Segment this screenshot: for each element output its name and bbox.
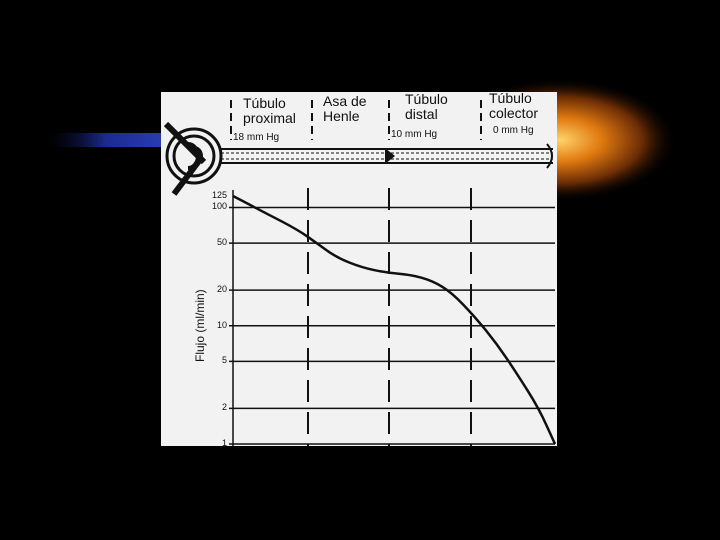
segment-label-line: distal xyxy=(405,106,438,122)
figure-graphics xyxy=(163,100,557,446)
chart-gridlines xyxy=(229,206,555,445)
segment-label-line: Túbulo xyxy=(405,91,448,107)
y-tick-label: 2 xyxy=(221,402,227,413)
y-tick-label: 5 xyxy=(221,355,227,366)
y-tick-label: 100 xyxy=(211,201,227,212)
pressure-label-distal: 10 mm Hg xyxy=(391,129,438,140)
segment-label-line: proximal xyxy=(243,110,296,126)
y-tick-label: 10 xyxy=(216,319,227,330)
segment-label-line: Túbulo xyxy=(489,90,532,106)
segment-dividers-top xyxy=(230,100,482,140)
segment-label-line: Asa de xyxy=(323,93,367,109)
flow-chart xyxy=(229,188,557,446)
segment-label-proximal: Túbulo proximal xyxy=(243,96,296,126)
segment-label-henle: Asa de Henle xyxy=(323,94,367,124)
pressure-label-proximal: 18 mm Hg xyxy=(233,132,280,143)
glomerulus-icon xyxy=(163,121,223,196)
segment-label-line: colector xyxy=(489,105,539,121)
segment-label-line: Henle xyxy=(323,108,360,124)
tubule-diagram xyxy=(221,143,553,169)
segment-label-line: Túbulo xyxy=(243,95,286,111)
segment-label-distal: Túbulo distal xyxy=(405,92,448,122)
blue-beam xyxy=(40,133,170,147)
pressure-label-collector: 0 mm Hg xyxy=(493,125,534,136)
segment-label-collector: Túbulo colector xyxy=(489,91,538,121)
chart-segment-dividers xyxy=(307,188,472,446)
nephron-flow-figure: Túbulo proximal Asa de Henle Túbulo dist… xyxy=(161,91,557,448)
y-tick-label: 20 xyxy=(216,284,227,295)
y-tick-label: 1 xyxy=(221,438,227,448)
y-tick-label: 125 xyxy=(211,190,227,200)
y-tick-label: 50 xyxy=(216,237,227,248)
y-axis-label: Flujo (ml/min) xyxy=(193,289,207,362)
flow-series-line xyxy=(232,194,557,445)
